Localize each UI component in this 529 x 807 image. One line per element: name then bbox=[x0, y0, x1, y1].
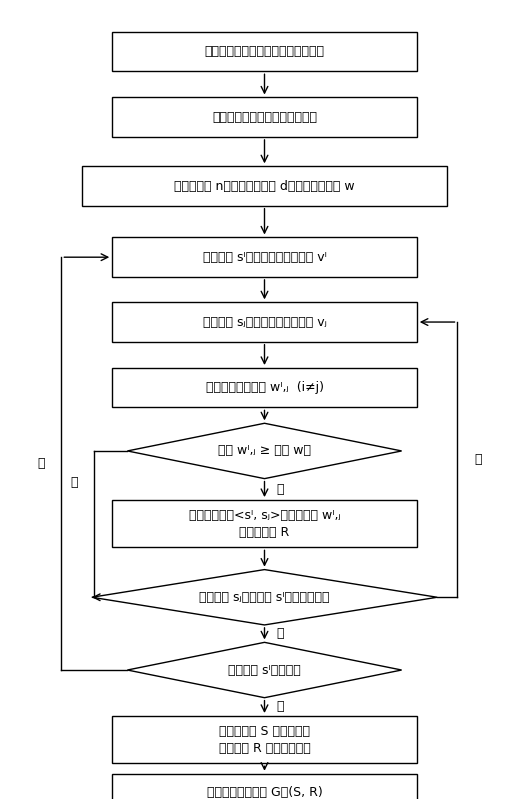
Text: 构建价格连动网络 G＝(S, R): 构建价格连动网络 G＝(S, R) bbox=[207, 786, 322, 799]
Text: 是: 是 bbox=[276, 483, 284, 495]
Text: 权重 wᴵ,ⱼ ≥ 阁值 w？: 权重 wᴵ,ⱼ ≥ 阁值 w？ bbox=[218, 445, 311, 458]
Text: 设定窗口宽 n、价格向量长度 d、连动关系阁值 w: 设定窗口宽 n、价格向量长度 d、连动关系阁值 w bbox=[174, 179, 355, 193]
Text: 获取股票 sᴵ前一时段的价格向量 vᴵ: 获取股票 sᴵ前一时段的价格向量 vᴵ bbox=[203, 251, 326, 264]
Text: 否: 否 bbox=[276, 700, 284, 713]
Text: 计算连动关系权重 wᴵ,ⱼ  (i≠j): 计算连动关系权重 wᴵ,ⱼ (i≠j) bbox=[205, 381, 324, 394]
FancyBboxPatch shape bbox=[112, 31, 417, 71]
Text: 否: 否 bbox=[276, 627, 284, 640]
FancyBboxPatch shape bbox=[112, 500, 417, 547]
FancyBboxPatch shape bbox=[112, 716, 417, 763]
Text: 以股票集合 S 作为顶点集
关联集合 R 作为有向边集: 以股票集合 S 作为顶点集 关联集合 R 作为有向边集 bbox=[218, 725, 311, 755]
FancyBboxPatch shape bbox=[112, 303, 417, 342]
Text: 是: 是 bbox=[38, 457, 45, 470]
FancyBboxPatch shape bbox=[112, 774, 417, 807]
Polygon shape bbox=[127, 642, 402, 698]
FancyBboxPatch shape bbox=[112, 368, 417, 408]
FancyBboxPatch shape bbox=[112, 98, 417, 137]
Polygon shape bbox=[92, 570, 437, 625]
Text: 添加连动关系<sᴵ, sⱼ>及相关权重 wᴵ,ⱼ
至关联集合 R: 添加连动关系<sᴵ, sⱼ>及相关权重 wᴵ,ⱼ 至关联集合 R bbox=[189, 508, 340, 539]
Text: 是: 是 bbox=[474, 454, 481, 466]
Text: 获取一段时间内股票市场的价格数据: 获取一段时间内股票市场的价格数据 bbox=[205, 45, 324, 58]
FancyBboxPatch shape bbox=[112, 237, 417, 277]
Text: 否: 否 bbox=[70, 476, 78, 489]
Text: 按时间组织每支股票的价格序列: 按时间组织每支股票的价格序列 bbox=[212, 111, 317, 123]
Text: 存在股票 sᴵ未处理？: 存在股票 sᴵ未处理？ bbox=[228, 663, 301, 676]
Polygon shape bbox=[127, 424, 402, 479]
Text: 存在股票 sⱼ未计算与 sᴵ的连动关系？: 存在股票 sⱼ未计算与 sᴵ的连动关系？ bbox=[199, 591, 330, 604]
FancyBboxPatch shape bbox=[81, 166, 448, 206]
Text: 获取股票 sⱼ后一时段的价格向量 vⱼ: 获取股票 sⱼ后一时段的价格向量 vⱼ bbox=[203, 316, 326, 328]
